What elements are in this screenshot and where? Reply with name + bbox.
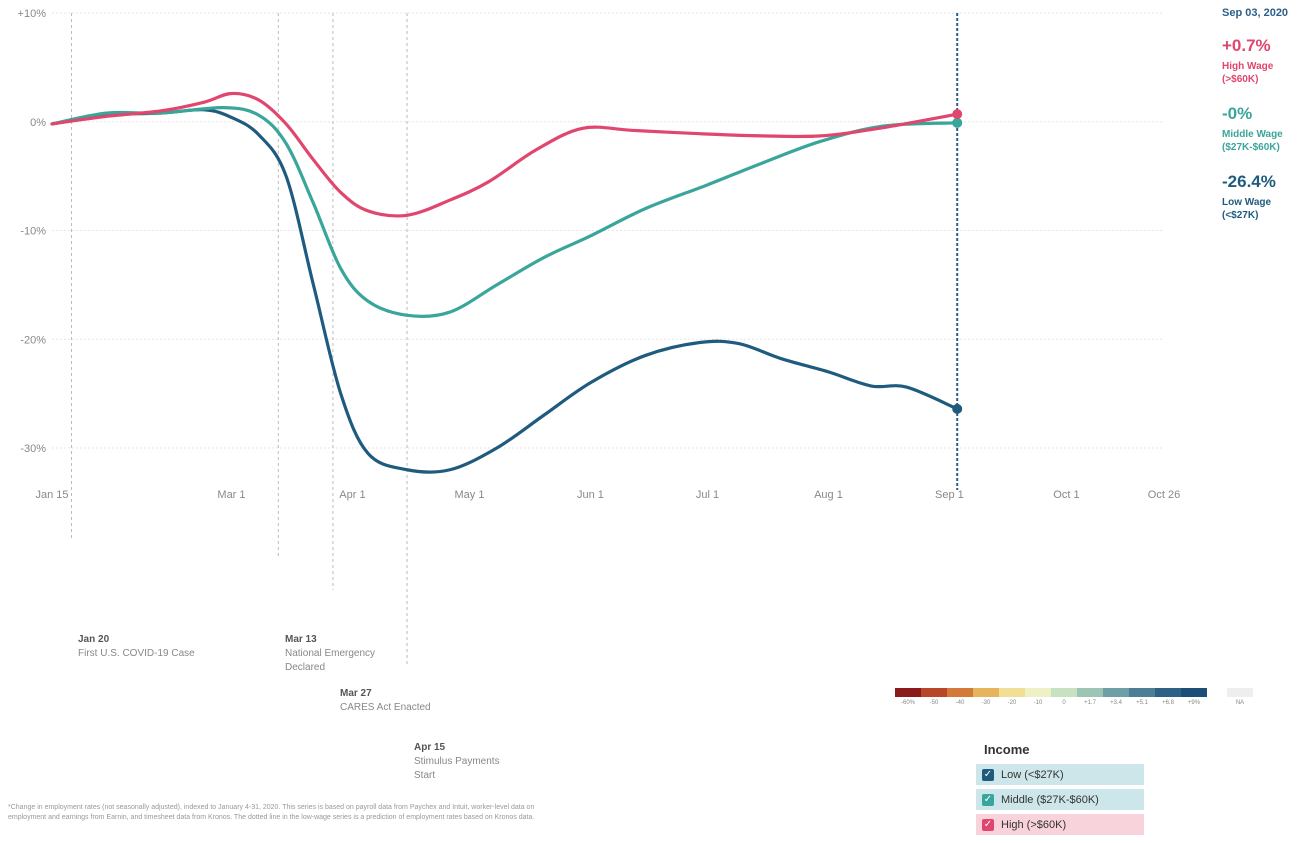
scale-label: -10 [1033,700,1043,706]
legend-label: High (>$60K) [1001,818,1067,831]
series-endpoint-low [952,403,963,414]
scale-swatch [999,688,1025,697]
scale-label: -20 [1007,700,1017,706]
scale-label: +9% [1187,700,1201,706]
event-national-emergency: Mar 13 National Emergency Declared [285,633,375,675]
scale-label: -40 [955,700,965,706]
event-date: Mar 27 [340,688,372,699]
event-stimulus: Apr 15 Stimulus Payments Start [414,741,500,783]
y-tick-label: 0% [30,117,46,129]
legend-label: Middle ($27K-$60K) [1001,793,1099,806]
series-line-low [50,108,959,474]
scale-swatch [947,688,973,697]
event-first-case: Jan 20 First U.S. COVID-19 Case [78,633,195,661]
event-text: Stimulus Payments [414,756,500,767]
footnote: *Change in employment rates (not seasona… [8,804,535,821]
x-tick-label: Aug 1 [814,489,843,501]
x-tick-label: Jul 1 [696,489,719,501]
scale-label: 0 [1062,700,1066,706]
scale-label: +3.4 [1110,700,1122,706]
x-axis-ticks: Jan 15 Mar 1 Apr 1 May 1 Jun 1 Jul 1 Aug 1 Sep … [35,489,1180,501]
scale-swatch [1025,688,1051,697]
scale-swatch [1103,688,1129,697]
scale-swatch [1155,688,1181,697]
scale-label: +1.7 [1084,700,1096,706]
x-tick-label: Jun 1 [577,489,604,501]
scale-label: -60% [900,700,915,706]
scale-swatch [1227,688,1253,697]
legend-label: Low (<$27K) [1001,768,1064,781]
y-tick-label: +10% [18,8,47,20]
event-cares-act: Mar 27 CARES Act Enacted [340,687,431,715]
readout-middle-value: -0% [1222,104,1253,123]
x-tick-label: Sep 1 [935,489,964,501]
checkbox-icon[interactable]: ✓ [982,793,994,806]
readout-date: Sep 03, 2020 [1222,7,1289,19]
scale-label: -30 [981,700,991,706]
event-date: Apr 15 [414,742,446,753]
readout-low-range: (<$27K) [1222,210,1259,221]
scale-label: -50 [929,700,939,706]
legend-item-middle[interactable]: ✓ Middle ($27K-$60K) [976,789,1144,810]
color-scale-bar [895,688,1253,697]
event-text-2: Declared [285,662,326,673]
readout-high-label: High Wage [1222,61,1274,72]
readout-middle: -0% Middle Wage ($27K-$60K) [1222,104,1283,154]
series-line-high [50,91,959,218]
readout-middle-range: ($27K-$60K) [1222,142,1280,153]
event-date: Jan 20 [78,634,110,645]
readout-high-value: +0.7% [1222,36,1271,55]
x-tick-label: May 1 [455,489,485,501]
readout-high-range: (>$60K) [1222,74,1259,85]
readout-middle-label: Middle Wage [1222,129,1283,140]
scale-swatch [921,688,947,697]
scale-label: +5.1 [1136,700,1148,706]
readout-low: -26.4% Low Wage (<$27K) [1222,172,1276,222]
x-tick-label: Mar 1 [217,489,245,501]
series-endpoint-high [952,109,963,120]
legend-title: Income [984,742,1030,757]
series-line-middle [50,106,959,319]
x-tick-label: Jan 15 [35,489,68,501]
event-date: Mar 13 [285,634,317,645]
legend-item-high[interactable]: ✓ High (>$60K) [976,814,1144,835]
scale-swatch [1181,688,1207,697]
scale-swatch [1051,688,1077,697]
readout-low-label: Low Wage [1222,197,1272,208]
y-tick-label: -30% [20,443,46,455]
scale-swatch [1129,688,1155,697]
grid-layer: +10% 0% -10% -20% -30% [18,8,1164,455]
color-scale: -60% -50 -40 -30 -20 -10 0 +1.7 +3.4 +5.1 +6.8 +9% N… [895,688,1253,706]
scale-swatch [1077,688,1103,697]
x-tick-label: Oct 1 [1053,489,1079,501]
series-lines [50,91,963,474]
income-legend: Income ✓ Low (<$27K) ✓ Middle ($27K-$60K… [976,742,1144,839]
event-text: CARES Act Enacted [340,702,431,713]
readout-low-value: -26.4% [1222,172,1276,191]
scale-swatch [973,688,999,697]
x-tick-label: Oct 26 [1148,489,1180,501]
series-endpoint-middle [952,117,963,128]
checkbox-icon[interactable]: ✓ [982,818,994,831]
scale-label: +6.8 [1162,700,1174,706]
y-tick-label: -20% [20,334,46,346]
x-tick-label: Apr 1 [339,489,365,501]
event-text: National Emergency [285,648,376,659]
event-text: First U.S. COVID-19 Case [78,648,195,659]
legend-item-low[interactable]: ✓ Low (<$27K) [976,764,1144,785]
checkbox-icon[interactable]: ✓ [982,768,994,781]
scale-label: NA [1235,700,1245,706]
color-scale-labels: -60% -50 -40 -30 -20 -10 0 +1.7 +3.4 +5.1 +6.8 +9% N… [895,700,1253,706]
readout-high: +0.7% High Wage (>$60K) [1222,36,1273,86]
y-tick-label: -10% [20,226,46,238]
scale-swatch [895,688,921,697]
readout-panel: Sep 03, 2020 [1222,7,1288,19]
event-text-2: Start [414,770,436,781]
